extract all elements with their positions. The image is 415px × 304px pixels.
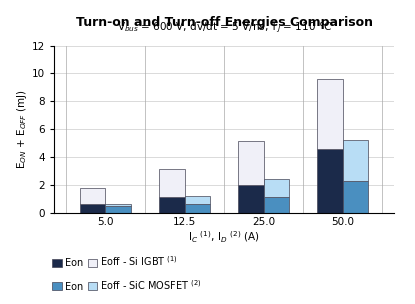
- Title: Turn-on and Turn-off Energies Comparison: Turn-on and Turn-off Energies Comparison: [76, 16, 373, 29]
- Bar: [80, 204, 105, 213]
- Bar: [264, 179, 289, 198]
- Y-axis label: E$_{ON}$ + E$_{OFF}$ (mJ): E$_{ON}$ + E$_{OFF}$ (mJ): [15, 89, 29, 169]
- Bar: [80, 188, 105, 204]
- Bar: [343, 140, 368, 181]
- Legend: Eon, Eoff - SiC MOSFET $^{(2)}$: Eon, Eoff - SiC MOSFET $^{(2)}$: [52, 278, 202, 292]
- Bar: [343, 181, 368, 213]
- Bar: [317, 149, 343, 213]
- Bar: [105, 204, 131, 206]
- Bar: [185, 204, 210, 213]
- Bar: [317, 79, 343, 149]
- Bar: [159, 198, 185, 213]
- X-axis label: I$_C$ $^{(1)}$, I$_D$ $^{(2)}$ (A): I$_C$ $^{(1)}$, I$_D$ $^{(2)}$ (A): [188, 230, 260, 245]
- Bar: [264, 198, 289, 213]
- Bar: [238, 141, 264, 185]
- Bar: [238, 185, 264, 213]
- Bar: [105, 206, 131, 213]
- Bar: [159, 169, 185, 198]
- Bar: [185, 196, 210, 204]
- Text: V$_{bus}$ = 600 V, dv/dt = 5 V/ns, T$_{J}$ = 110 °C: V$_{bus}$ = 600 V, dv/dt = 5 V/ns, T$_{J…: [117, 20, 332, 35]
